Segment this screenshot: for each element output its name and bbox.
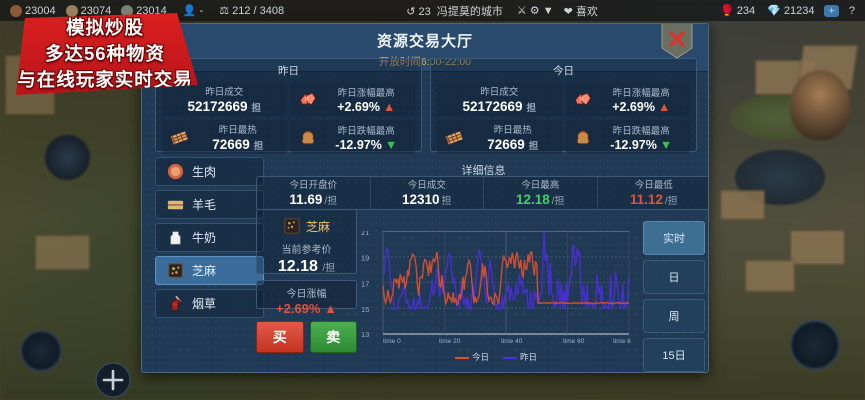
svg-text:17: 17 — [361, 280, 369, 289]
svg-text:13: 13 — [361, 330, 369, 339]
svg-text:15: 15 — [361, 305, 369, 314]
svg-text:19: 19 — [361, 254, 369, 263]
svg-text:time 0: time 0 — [383, 338, 401, 345]
svg-text:time 40: time 40 — [501, 338, 523, 345]
svg-text:21: 21 — [361, 231, 369, 237]
svg-text:time 20: time 20 — [439, 338, 461, 345]
svg-text:time 80: time 80 — [613, 338, 631, 345]
svg-text:time 60: time 60 — [563, 338, 585, 345]
